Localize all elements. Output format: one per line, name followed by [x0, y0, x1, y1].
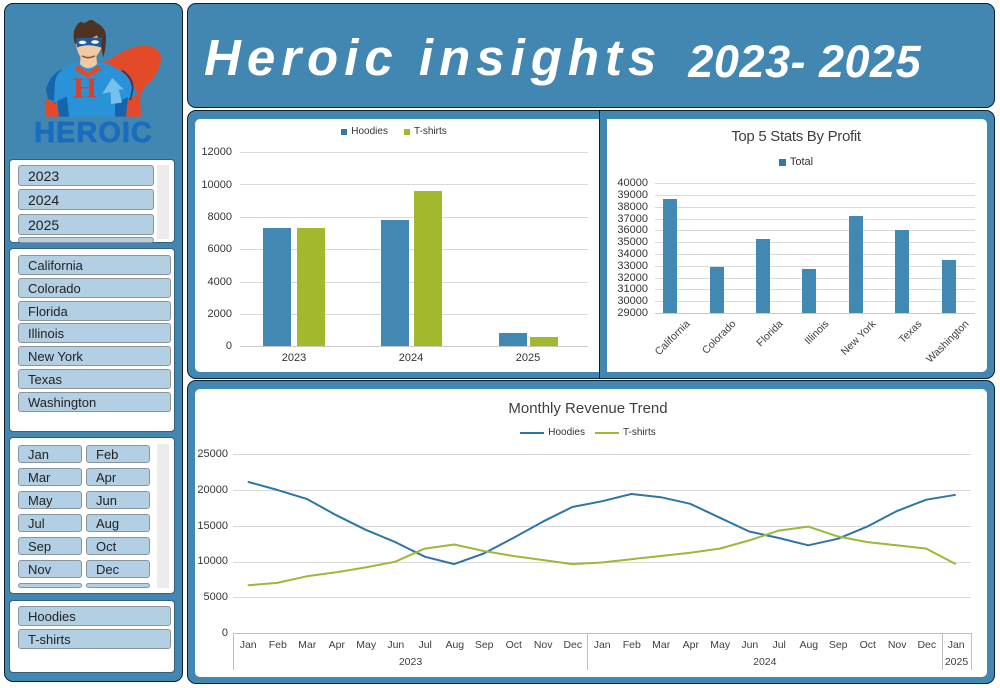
svg-text:H: H — [73, 72, 97, 104]
